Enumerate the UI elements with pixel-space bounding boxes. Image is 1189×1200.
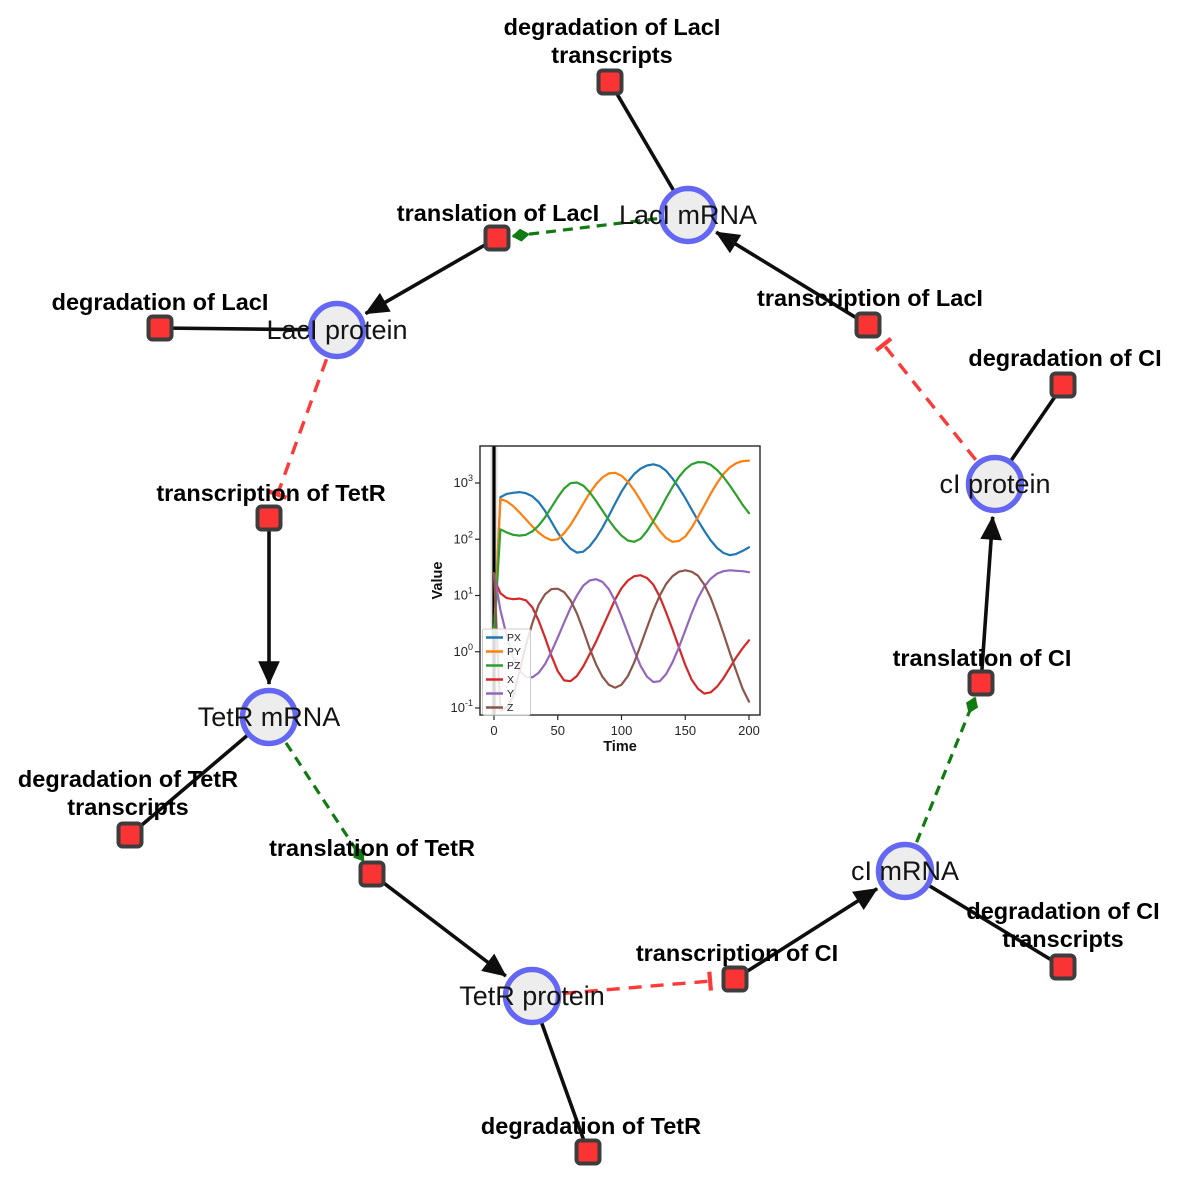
edge-production-r_txn_ci-ci_mrna — [745, 887, 879, 974]
reaction-node-r_txn_laci[interactable] — [854, 311, 882, 339]
series-PZ — [492, 461, 751, 636]
reaction-node-r_deg_laci_tx[interactable] — [596, 68, 624, 96]
legend-label-PX: PX — [507, 632, 521, 644]
edge-consumption-ci_mrna-r_deg_ci_tx — [904, 869, 1064, 969]
edge-production-r_txn_laci-laci_mrna — [715, 230, 858, 320]
edge-catalysis-tetr_mrna-r_transl_tetr — [284, 742, 365, 862]
legend-label-Z: Z — [507, 702, 514, 714]
x-tick-label: 150 — [674, 723, 696, 738]
reaction-label-r_deg_tetr_tx-line0: degradation of TetR — [18, 766, 238, 792]
species-label-tetr_prot: TetR protein — [459, 981, 605, 1011]
series-PY — [492, 459, 751, 636]
y-tick-label: 102 — [454, 529, 473, 546]
edge-consumption-laci_prot-r_deg_laci — [159, 326, 338, 332]
x-tick-label: 0 — [490, 723, 497, 738]
x-tick-label: 200 — [738, 723, 760, 738]
reaction-label-r_txn_ci-line0: transcription of CI — [636, 940, 838, 966]
timecourse-inset-chart: 0 50 100 150 200 10-1 100 101 102 103 Time Value PX P… — [430, 445, 761, 755]
reaction-node-r_deg_ci_tx[interactable] — [1049, 953, 1077, 981]
reaction-label-r_deg_tetr_tx-line1: transcripts — [67, 794, 188, 820]
edge-production-r_transl_tetr-tetr_prot — [381, 880, 507, 978]
label-layer: LacI mRNA LacI protein TetR mRNA TetR prote… — [18, 14, 1162, 1139]
y-tick-label: 101 — [454, 586, 473, 603]
species-label-ci_prot: cI protein — [939, 469, 1050, 499]
species-node-tetr_mrna[interactable] — [239, 687, 299, 747]
legend-label-Y: Y — [507, 688, 514, 700]
reaction-node-r_transl_tetr[interactable] — [358, 860, 386, 888]
series-Y — [492, 569, 751, 684]
series-PX — [492, 463, 751, 636]
y-tick-label: 100 — [454, 642, 473, 659]
reaction-node-r_txn_ci[interactable] — [721, 965, 749, 993]
reaction-label-r_txn_laci-line0: transcription of LacI — [757, 285, 983, 311]
edge-production-r_transl_ci-ci_prot — [980, 515, 1002, 671]
edge-consumption-tetr_mrna-r_deg_tetr_tx — [128, 715, 271, 837]
legend-label-PY: PY — [507, 646, 521, 658]
reaction-node-r_transl_laci[interactable] — [483, 224, 511, 252]
y-tick-label: 103 — [454, 473, 473, 490]
edge-inhibition-laci_prot-r_txn_tetr — [267, 358, 329, 500]
reaction-label-r_deg_tetr-line0: degradation of TetR — [481, 1113, 701, 1139]
reaction-label-r_deg_ci-line0: degradation of CI — [968, 345, 1161, 371]
reaction-label-r_transl_ci-line0: translation of CI — [893, 645, 1072, 671]
reaction-label-r_transl_tetr-line0: translation of TetR — [269, 835, 475, 861]
y-axis-label: Value — [430, 562, 446, 600]
species-node-laci_mrna[interactable] — [658, 185, 718, 245]
y-tick-label: 10-1 — [451, 698, 473, 715]
reaction-label-r_deg_laci_tx-line0: degradation of LacI — [504, 14, 721, 40]
species-label-ci_mrna: cI mRNA — [851, 856, 959, 886]
x-tick-label: 100 — [611, 723, 633, 738]
reaction-node-r_deg_laci[interactable] — [146, 314, 174, 342]
species-node-ci_prot[interactable] — [965, 454, 1025, 514]
edge-production-r_transl_laci-laci_prot — [364, 242, 487, 316]
reaction-label-r_txn_tetr-line0: transcription of TetR — [156, 480, 385, 506]
species-label-laci_mrna: LacI mRNA — [619, 200, 757, 230]
reaction-node-r_deg_ci[interactable] — [1049, 371, 1077, 399]
species-node-laci_prot[interactable] — [307, 300, 367, 360]
edge-layer — [128, 81, 1065, 1153]
x-tick-label: 50 — [551, 723, 565, 738]
legend-label-PZ: PZ — [507, 660, 521, 672]
series-Z — [492, 569, 751, 712]
edge-inhibition-ci_prot-r_txn_laci — [874, 336, 978, 461]
reaction-node-r_deg_tetr[interactable] — [574, 1138, 602, 1166]
reaction-label-r_deg_ci_tx-line1: transcripts — [1002, 926, 1123, 952]
reaction-label-r_deg_laci_tx-line1: transcripts — [551, 42, 672, 68]
legend-label-X: X — [507, 674, 514, 686]
species-label-laci_prot: LacI protein — [266, 315, 407, 345]
series-X — [492, 574, 751, 695]
reaction-label-r_deg_ci_tx-line0: degradation of CI — [966, 898, 1159, 924]
reaction-node-r_deg_tetr_tx[interactable] — [116, 821, 144, 849]
plot-border — [479, 445, 761, 716]
edge-catalysis-laci_mrna-r_transl_laci — [511, 217, 658, 242]
node-layer — [116, 68, 1077, 1166]
edge-catalysis-ci_mrna-r_transl_ci — [915, 696, 979, 843]
x-axis-label: Time — [603, 739, 637, 755]
edge-inhibition-tetr_prot-r_txn_ci — [562, 971, 713, 996]
species-label-tetr_mrna: TetR mRNA — [198, 702, 341, 732]
series-layer — [492, 459, 751, 712]
reaction-node-r_txn_tetr[interactable] — [255, 504, 283, 532]
reaction-node-r_transl_ci[interactable] — [967, 669, 995, 697]
reaction-label-r_transl_laci-line0: translation of LacI — [397, 200, 599, 226]
species-node-ci_mrna[interactable] — [875, 841, 935, 901]
reaction-label-r_deg_laci-line0: degradation of LacI — [52, 289, 269, 315]
species-node-tetr_prot[interactable] — [502, 966, 562, 1026]
